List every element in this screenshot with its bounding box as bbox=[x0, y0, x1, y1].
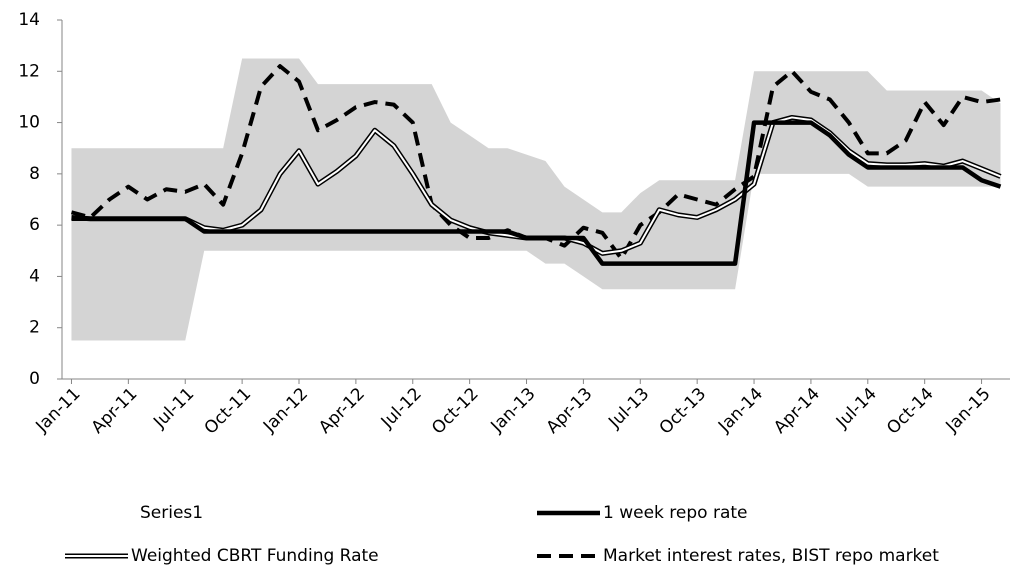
x-tick-label: Oct-14 bbox=[883, 384, 938, 439]
series-line bbox=[70, 64, 1001, 261]
legend-label: Weighted CBRT Funding Rate bbox=[131, 546, 379, 566]
y-tick-label: 8 bbox=[29, 164, 40, 184]
y-tick-label: 4 bbox=[29, 266, 40, 286]
legend-label: 1 week repo rate bbox=[603, 503, 748, 523]
y-tick-label: 6 bbox=[29, 215, 40, 235]
legend-label: Market interest rates, BIST repo market bbox=[603, 546, 939, 566]
x-tick-label: Jul-11 bbox=[149, 384, 198, 433]
x-tick-label: Jan-11 bbox=[32, 384, 85, 437]
x-tick-label: Apr-11 bbox=[88, 384, 142, 438]
x-tick-label: Jan-13 bbox=[487, 384, 540, 437]
x-tick-label: Oct-11 bbox=[201, 384, 256, 439]
y-tick-label: 14 bbox=[18, 10, 40, 30]
legend-label: Series1 bbox=[140, 503, 203, 523]
x-tick-label: Apr-12 bbox=[315, 384, 369, 438]
x-tick-label: Apr-13 bbox=[543, 384, 597, 438]
x-tick-label: Jul-14 bbox=[832, 384, 881, 433]
corridor-area bbox=[71, 58, 1001, 341]
x-tick-label: Jul-12 bbox=[377, 384, 426, 433]
y-tick-label: 2 bbox=[29, 318, 40, 338]
x-tick-label: Jan-12 bbox=[259, 384, 312, 437]
x-tick-label: Oct-13 bbox=[656, 384, 711, 439]
y-tick-label: 0 bbox=[29, 369, 40, 389]
x-tick-label: Oct-12 bbox=[428, 384, 483, 439]
x-tick-label: Apr-14 bbox=[770, 384, 824, 438]
x-tick-label: Jan-15 bbox=[942, 384, 995, 437]
x-tick-label: Jul-13 bbox=[604, 384, 653, 433]
y-tick-label: 12 bbox=[18, 61, 40, 81]
x-tick-label: Jan-14 bbox=[714, 384, 767, 437]
y-tick-label: 10 bbox=[18, 113, 40, 133]
series-line bbox=[71, 120, 1002, 266]
